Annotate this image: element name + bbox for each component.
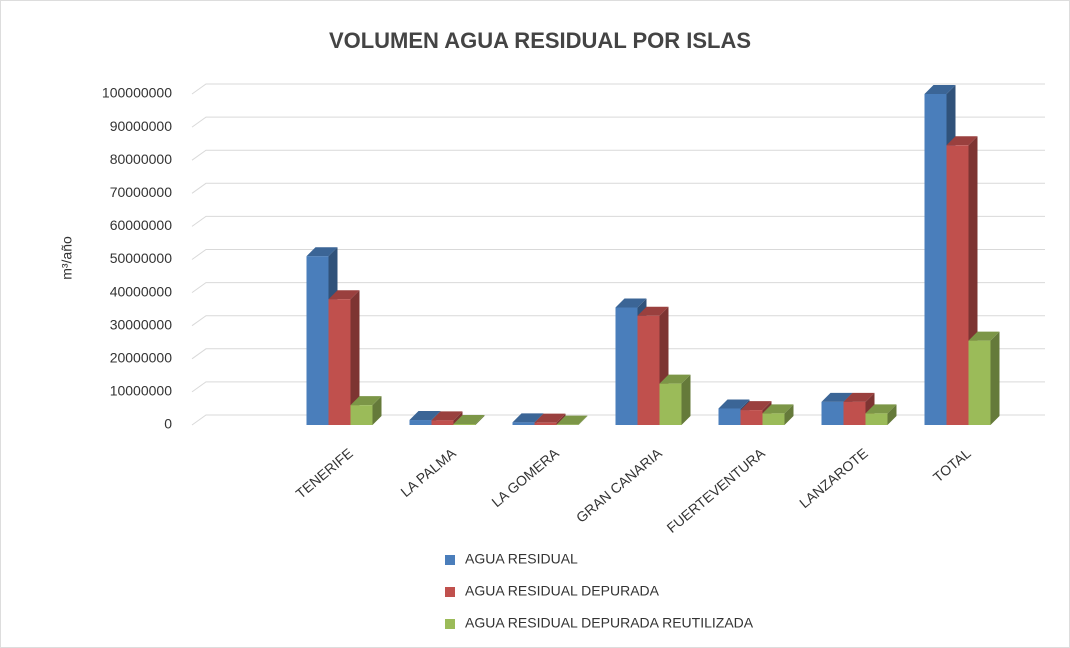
bar-front [431, 420, 454, 425]
y-tick-label: 70000000 [110, 184, 173, 200]
bar-top [534, 413, 566, 423]
grid-line [191, 182, 1045, 194]
bar-front [924, 94, 947, 425]
bar-top [946, 136, 978, 146]
bar-top [328, 290, 360, 300]
y-tick-label: 50000000 [110, 250, 173, 266]
y-tick-label: 30000000 [110, 316, 173, 332]
bar-front [821, 401, 844, 425]
grid-line [191, 149, 1045, 161]
bar-top [740, 401, 772, 411]
bar-side [681, 374, 691, 425]
legend-label: AGUA RESIDUAL DEPURADA [465, 583, 660, 599]
y-tick-label: 40000000 [110, 283, 173, 299]
bar-top [306, 247, 338, 257]
bar [556, 415, 588, 425]
bar-front [843, 401, 866, 425]
bar-front [512, 422, 535, 425]
bar-front [350, 405, 373, 425]
grid-line [191, 381, 1045, 393]
bar-side [578, 415, 588, 425]
bar-side [475, 415, 485, 425]
bar-top [409, 411, 441, 421]
y-tick-label: 60000000 [110, 217, 173, 233]
bar-side [556, 413, 566, 425]
bar [350, 396, 382, 425]
bar-top [968, 331, 1000, 341]
bar-front [865, 413, 888, 425]
bar-top [865, 404, 897, 414]
grid-line [191, 83, 1045, 95]
grid-line [191, 348, 1045, 360]
bar-front [615, 307, 638, 425]
bar-top [512, 413, 544, 423]
bar-side [990, 331, 1000, 425]
bar-top [637, 306, 669, 316]
bar-front [659, 383, 682, 425]
bar [968, 331, 1000, 425]
y-axis-label: m³/año [59, 236, 75, 280]
bar [659, 374, 691, 425]
grid-line [191, 282, 1045, 294]
bar-side [784, 404, 794, 425]
legend-label: AGUA RESIDUAL DEPURADA REUTILIZADA [465, 615, 754, 631]
bar-top [659, 374, 691, 384]
legend-swatch [445, 619, 455, 629]
bar-top [453, 415, 485, 425]
bar-front [740, 410, 763, 425]
bar-side [887, 404, 897, 425]
y-tick-label: 90000000 [110, 118, 173, 134]
bar-front [718, 408, 741, 425]
bar [534, 413, 566, 425]
bar-top [350, 396, 382, 406]
bar-side [453, 411, 463, 425]
y-tick-label: 10000000 [110, 383, 173, 399]
bar-front [453, 424, 476, 425]
bar [431, 411, 463, 425]
grid-line [191, 215, 1045, 227]
bar-front [637, 315, 660, 425]
bar [328, 290, 360, 425]
bar-top [762, 404, 794, 414]
legend-swatch [445, 587, 455, 597]
grid-line [191, 249, 1045, 260]
bar-front [409, 420, 432, 425]
bar-front [328, 299, 351, 425]
bar-top [718, 399, 750, 409]
bar-top [431, 411, 463, 421]
bar-top [556, 415, 588, 425]
chart-title: VOLUMEN AGUA RESIDUAL POR ISLAS [329, 28, 751, 53]
bar-front [946, 145, 969, 425]
bar-top [843, 392, 875, 402]
legend-label: AGUA RESIDUAL [465, 551, 578, 567]
bar [453, 415, 485, 425]
bar-front [762, 413, 785, 425]
bar-side [350, 290, 360, 425]
y-tick-label: 20000000 [110, 350, 173, 366]
bar-front [534, 422, 557, 425]
bar-side [372, 396, 382, 425]
bar-front [306, 256, 329, 425]
bar-top [821, 392, 853, 402]
y-tick-label: 80000000 [110, 151, 173, 167]
bar-front [968, 340, 991, 425]
y-tick-label: 100000000 [102, 85, 172, 101]
bar [762, 404, 794, 425]
bar-top [615, 298, 647, 308]
grid-line [191, 315, 1045, 327]
legend-swatch [445, 555, 455, 565]
bar-top [924, 85, 956, 94]
grid-line [191, 116, 1045, 128]
bar [865, 404, 897, 425]
y-tick-label: 0 [164, 416, 172, 432]
